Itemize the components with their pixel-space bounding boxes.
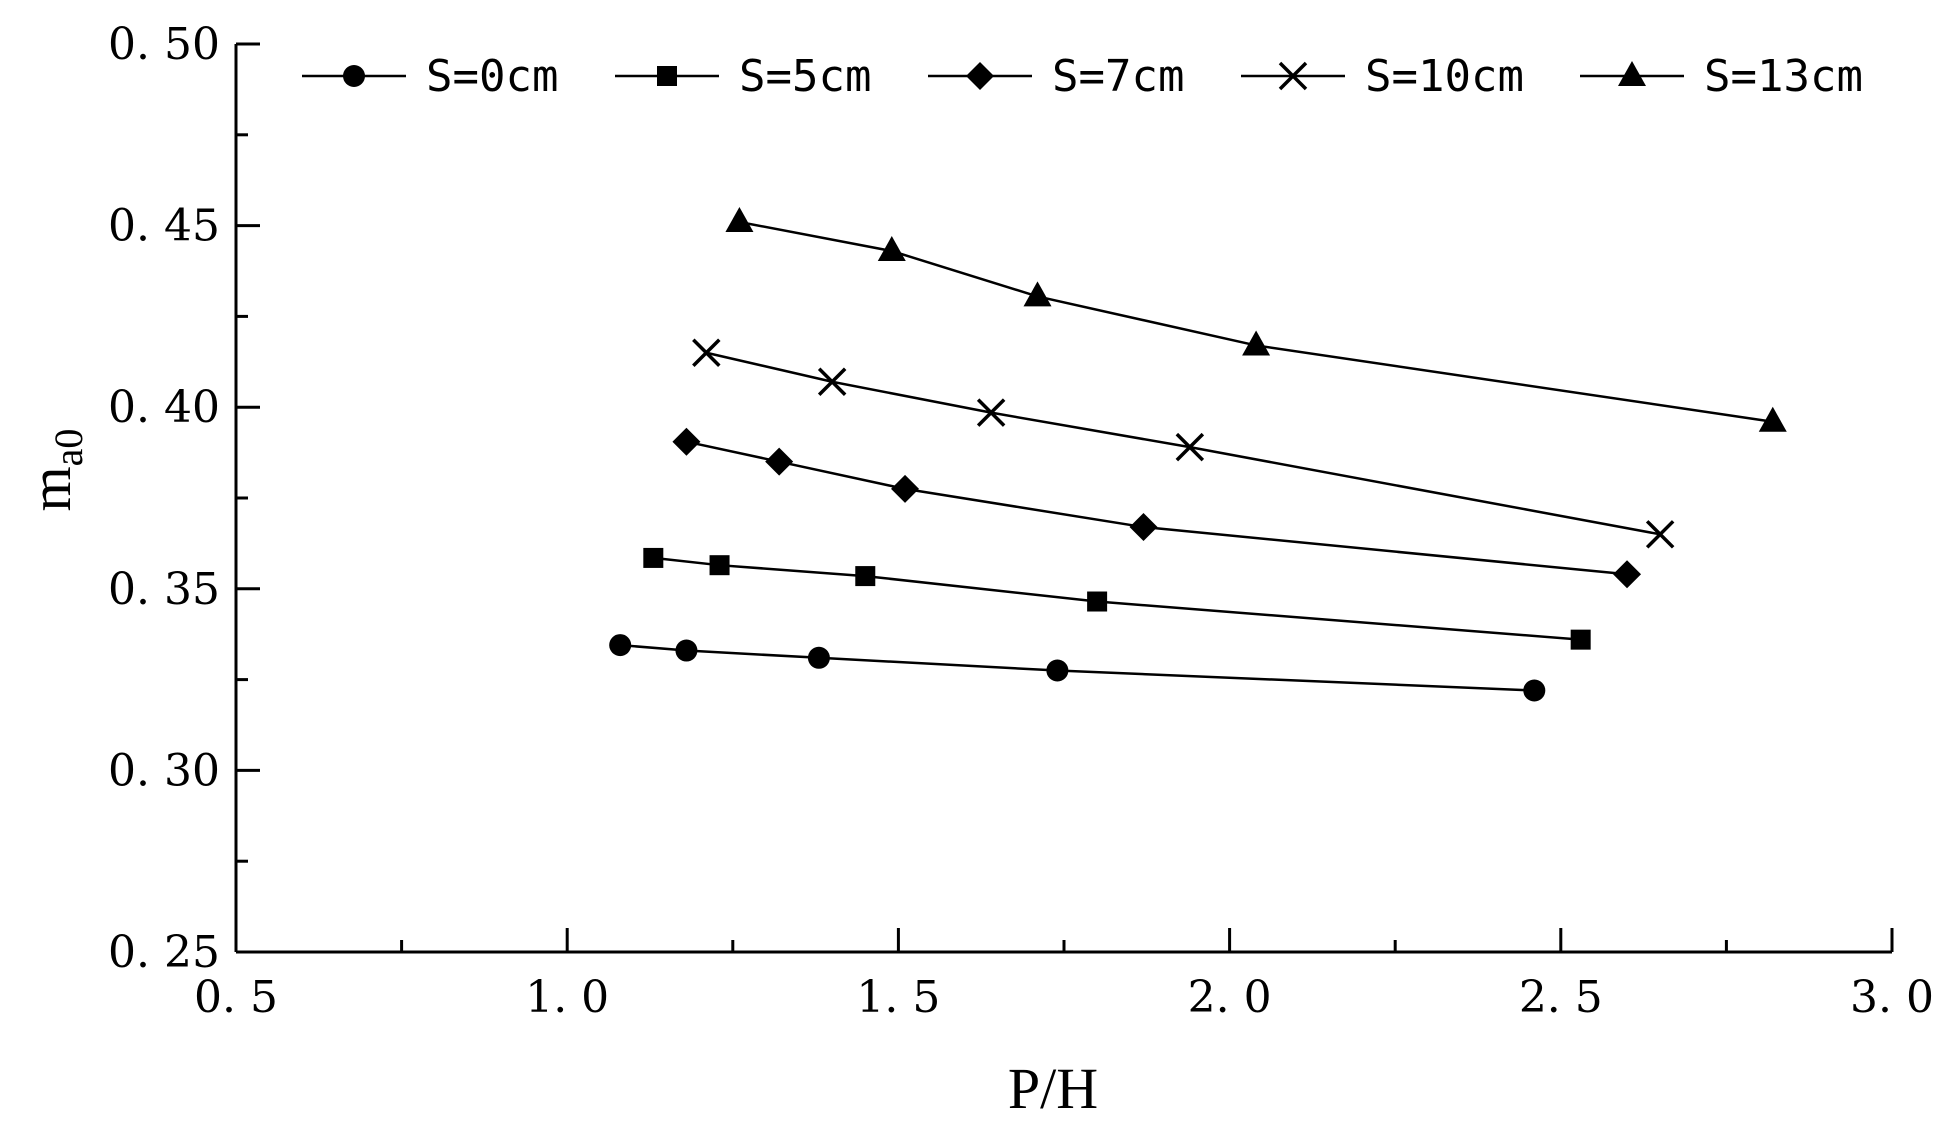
y-tick-label: 0. 25: [108, 927, 220, 978]
legend-marker: [657, 66, 677, 86]
legend-marker: [1618, 61, 1646, 86]
data-point: [1175, 432, 1205, 462]
data-point: [855, 566, 876, 587]
x-tick-label: 2. 0: [1188, 972, 1272, 1023]
series-line: [653, 556, 1581, 641]
data-point: [1087, 591, 1108, 612]
data-point: [672, 427, 701, 456]
data-point: [1570, 629, 1591, 650]
legend-label: S=13cm: [1704, 51, 1863, 102]
series-line: [686, 440, 1628, 576]
legend-entry: S=10cm: [1241, 51, 1524, 102]
data-point: [1046, 659, 1069, 682]
data-point: [1523, 679, 1546, 702]
y-axis-title: ma0: [18, 429, 91, 512]
axes: 0. 25 0. 30 0. 35 0. 40 0. 45 0. 50 0. 5 1. 0 1.…: [108, 19, 1934, 1023]
x-tick-label: 0. 5: [194, 972, 278, 1023]
legend: S=0cm S=5cm S=7cm S=10cm S=13cm: [302, 51, 1863, 102]
data-point: [765, 447, 794, 476]
data-point: [817, 367, 847, 397]
series-s0cm: [609, 634, 1546, 702]
data-point: [1758, 406, 1787, 432]
y-tick-label: 0. 45: [108, 201, 220, 252]
data-point: [877, 236, 906, 262]
data-point: [1242, 330, 1271, 356]
data-point: [709, 555, 730, 576]
data-point: [1645, 520, 1675, 549]
legend-label: S=0cm: [426, 51, 558, 102]
data-point: [1023, 281, 1052, 307]
y-axis-title-main: m: [18, 466, 83, 511]
data-point: [643, 547, 664, 568]
data-point: [1613, 560, 1642, 589]
data-point: [725, 206, 754, 232]
legend-label: S=10cm: [1365, 51, 1524, 102]
series-s13cm: [725, 206, 1787, 432]
series-s5cm: [643, 547, 1591, 650]
x-tick-label: 1. 0: [525, 972, 609, 1023]
series-line: [620, 643, 1535, 692]
legend-entry: S=7cm: [928, 51, 1184, 102]
series-line: [706, 351, 1661, 536]
y-tick-label: 0. 40: [108, 382, 220, 433]
x-tick-label: 1. 5: [856, 972, 940, 1023]
y-tick-label: 0. 50: [108, 19, 220, 70]
series-layer: [609, 206, 1787, 702]
data-point: [692, 338, 721, 367]
legend-entry: S=13cm: [1580, 51, 1863, 102]
series-s10cm: [692, 338, 1675, 549]
data-point: [807, 646, 830, 669]
data-point: [891, 474, 920, 503]
series-s7cm: [672, 427, 1642, 589]
legend-entry: S=5cm: [615, 51, 871, 102]
legend-marker: [1278, 61, 1308, 91]
x-axis-title: P/H: [1008, 1056, 1098, 1121]
legend-marker: [966, 62, 994, 90]
legend-label: S=5cm: [739, 51, 871, 102]
y-tick-label: 0. 35: [108, 564, 220, 615]
legend-label: S=7cm: [1052, 51, 1184, 102]
data-point: [1129, 513, 1158, 542]
y-axis-title-subscript: a0: [46, 429, 91, 467]
legend-marker: [343, 65, 365, 87]
data-point: [675, 639, 698, 662]
legend-entry: S=0cm: [302, 51, 558, 102]
x-tick-label: 2. 5: [1519, 972, 1603, 1023]
data-point: [609, 634, 632, 657]
data-point: [976, 398, 1006, 427]
x-tick-label: 3. 0: [1850, 972, 1934, 1023]
y-tick-label: 0. 30: [108, 745, 220, 796]
